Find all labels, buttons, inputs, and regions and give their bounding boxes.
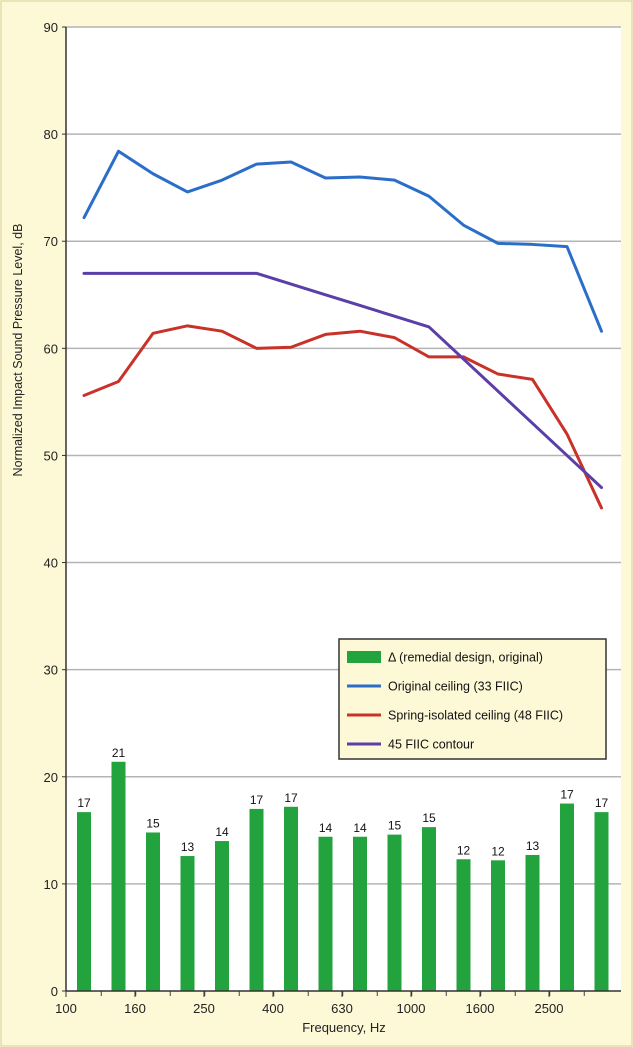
bar-label-400: 17 xyxy=(284,791,298,805)
legend-box xyxy=(338,638,607,760)
bar-label-1250: 12 xyxy=(457,843,471,857)
bar-label-125: 21 xyxy=(112,746,126,760)
x-tick-label-2500: 2500 xyxy=(535,1001,564,1016)
bar-label-630: 14 xyxy=(353,821,367,835)
legend: Δ (remedial design, original) Original ce… xyxy=(338,638,607,760)
x-tick-label-100: 100 xyxy=(55,1001,77,1016)
plot-area xyxy=(66,27,621,991)
bar-data-labels: 17 21 15 13 14 17 17 14 14 15 15 12 12 13 17 17 xyxy=(77,746,608,859)
legend-label-0: Δ (remedial design, original) xyxy=(388,651,543,665)
x-tick-label-400: 400 xyxy=(262,1001,284,1016)
y-tick-labels: 0 10 20 30 40 50 60 70 80 90 xyxy=(44,20,58,999)
y-tick-label-50: 50 xyxy=(44,448,58,463)
bar-label-2500: 17 xyxy=(560,788,574,802)
bar-label-1000: 15 xyxy=(422,811,436,825)
bar-label-250: 14 xyxy=(215,825,229,839)
bar-1000 xyxy=(422,827,436,991)
bar-label-800: 15 xyxy=(388,819,402,833)
y-tick-label-70: 70 xyxy=(44,234,58,249)
y-tick-label-0: 0 xyxy=(51,984,58,999)
bar-label-315: 17 xyxy=(250,793,264,807)
x-tick-label-160: 160 xyxy=(124,1001,146,1016)
bar-label-1600: 12 xyxy=(491,844,505,858)
x-tick-label-250: 250 xyxy=(193,1001,215,1016)
bar-label-100: 17 xyxy=(77,796,91,810)
series-line-1 xyxy=(82,149,603,333)
bar-200 xyxy=(180,856,195,991)
x-tick-labels: 100 160 250 400 630 1000 1600 2500 xyxy=(55,1001,563,1016)
bar-630 xyxy=(353,836,367,991)
y-tick-label-90: 90 xyxy=(44,20,58,35)
bar-100 xyxy=(77,812,91,991)
bar-250 xyxy=(215,841,229,991)
bar-1600 xyxy=(491,860,505,991)
bar-400 xyxy=(284,806,298,991)
x-tick-label-630: 630 xyxy=(331,1001,353,1016)
bar-label-200: 13 xyxy=(181,840,195,854)
bar-label-3150: 17 xyxy=(595,796,609,810)
bar-label-500: 14 xyxy=(319,821,333,835)
y-tick-label-60: 60 xyxy=(44,341,58,356)
series-line-2 xyxy=(82,324,603,510)
bar-500 xyxy=(318,836,333,991)
line-series xyxy=(82,149,603,510)
bar-2500 xyxy=(560,803,574,991)
y-tick-label-20: 20 xyxy=(44,770,58,785)
y-tick-label-30: 30 xyxy=(44,663,58,678)
bar-3150 xyxy=(594,812,609,991)
x-tick-label-1600: 1600 xyxy=(466,1001,495,1016)
x-axis-label: Frequency, Hz xyxy=(302,1020,386,1035)
y-axis-label: Normalized Impact Sound Pressure Level, … xyxy=(11,224,25,477)
x-tick-label-1000: 1000 xyxy=(397,1001,426,1016)
axes xyxy=(62,26,621,997)
legend-swatch-bar xyxy=(347,651,381,663)
bar-2000 xyxy=(525,854,540,991)
series-line-3 xyxy=(82,271,603,490)
bar-label-160: 15 xyxy=(146,816,160,830)
bar-125 xyxy=(111,761,126,991)
y-tick-label-40: 40 xyxy=(44,556,58,571)
bar-series xyxy=(77,761,609,991)
bar-160 xyxy=(146,832,160,991)
legend-label-2: Spring-isolated ceiling (48 FIIC) xyxy=(388,709,563,723)
legend-label-1: Original ceiling (33 FIIC) xyxy=(388,680,523,694)
bar-label-2000: 13 xyxy=(526,839,540,853)
bar-800 xyxy=(387,834,402,991)
y-tick-label-80: 80 xyxy=(44,127,58,142)
y-tick-label-10: 10 xyxy=(44,877,58,892)
bar-1250 xyxy=(456,859,471,991)
bar-315 xyxy=(249,808,264,991)
legend-label-3: 45 FIIC contour xyxy=(388,738,474,752)
